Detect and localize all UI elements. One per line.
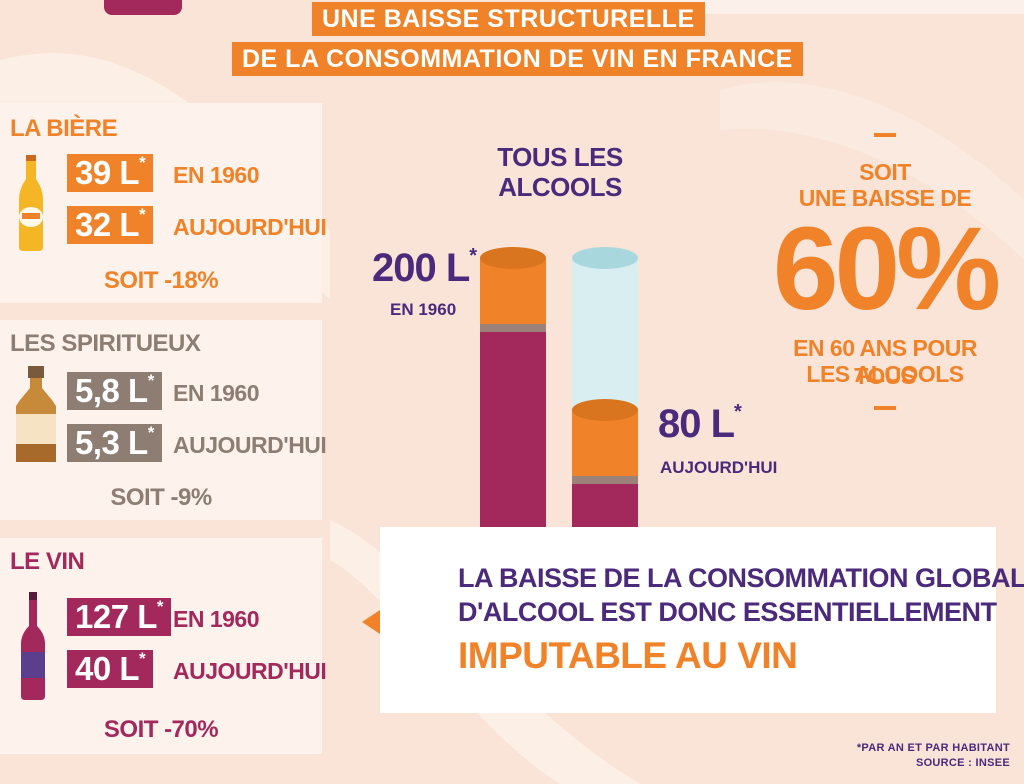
footnote-line-1: *PAR AN ET PAR HABITANT — [856, 742, 1010, 754]
total-today-label: AUJOURD'HUI — [660, 458, 778, 477]
change-label: SOIT -70% — [103, 716, 219, 743]
category-name: LA BIÈRE — [10, 115, 118, 142]
era-label-today: AUJOURD'HUI — [173, 214, 327, 240]
era-label-today: AUJOURD'HUI — [173, 432, 327, 458]
all-alcohols-heading-line-1: TOUS LES — [497, 142, 623, 172]
spirits-bottle-icon — [16, 366, 56, 462]
era-label-1960: EN 1960 — [173, 380, 260, 406]
era-label-1960: EN 1960 — [173, 162, 260, 188]
change-label: SOIT -9% — [110, 484, 212, 511]
wine-bottle-icon — [21, 592, 45, 700]
dash-top — [874, 133, 896, 137]
value-today-badge: 32 L* — [67, 206, 154, 244]
conclusion-highlight: IMPUTABLE AU VIN — [458, 635, 798, 676]
value-1960-badge: 127 L* — [67, 598, 172, 636]
title-line-2: DE LA CONSOMMATION DE VIN EN FRANCE — [232, 42, 803, 76]
value-today-badge: 5,3 L* — [67, 424, 162, 462]
change-label: SOIT -18% — [103, 267, 219, 294]
summary-line-4: LES ALCOOLS — [806, 361, 964, 387]
summary-line-3: EN 60 ANS POUR TOUS — [793, 335, 977, 389]
summary-percent: 60% — [772, 203, 1001, 335]
era-label-1960: EN 1960 — [173, 606, 260, 632]
total-1960-value: 200 L* — [372, 245, 477, 290]
top-tab — [104, 0, 182, 15]
total-today-value: 80 L* — [658, 401, 742, 446]
wine-panel: LE VIN 127 L* EN 1960 40 L* AUJOURD'HUI … — [0, 538, 327, 754]
conclusion-line-1: LA BAISSE DE LA CONSOMMATION GLOBALE — [458, 563, 1024, 593]
value-today-badge: 40 L* — [67, 650, 154, 688]
beer-panel: LA BIÈRE 39 L* EN 1960 32 L* AUJOURD'HUI… — [0, 103, 327, 303]
conclusion-line-2: D'ALCOOL EST DONC ESSENTIELLEMENT — [458, 597, 997, 627]
value-1960-badge: 5,8 L* — [67, 372, 162, 410]
summary-line-2: UNE BAISSE DE — [798, 185, 972, 211]
conclusion-box: LA BAISSE DE LA CONSOMMATION GLOBALE D'A… — [380, 527, 1024, 713]
all-alcohols-heading: TOUS LES ALCOOLS — [470, 142, 650, 202]
value-1960-badge: 39 L* — [67, 154, 154, 192]
category-name: LE VIN — [10, 548, 85, 575]
era-label-today: AUJOURD'HUI — [173, 658, 327, 684]
category-name: LES SPIRITUEUX — [10, 330, 201, 357]
title-line-1: UNE BAISSE STRUCTURELLE — [312, 2, 705, 36]
footnote-source: SOURCE : INSEE — [915, 757, 1010, 769]
all-alcohols-heading-line-2: ALCOOLS — [498, 172, 622, 202]
spirits-panel: LES SPIRITUEUX 5,8 L* EN 1960 5,3 L* AUJ… — [0, 320, 327, 520]
beer-bottle-icon — [19, 155, 43, 251]
total-1960-label: EN 1960 — [390, 300, 457, 319]
dash-bottom — [874, 406, 896, 410]
summary-line-1: SOIT — [859, 159, 911, 185]
